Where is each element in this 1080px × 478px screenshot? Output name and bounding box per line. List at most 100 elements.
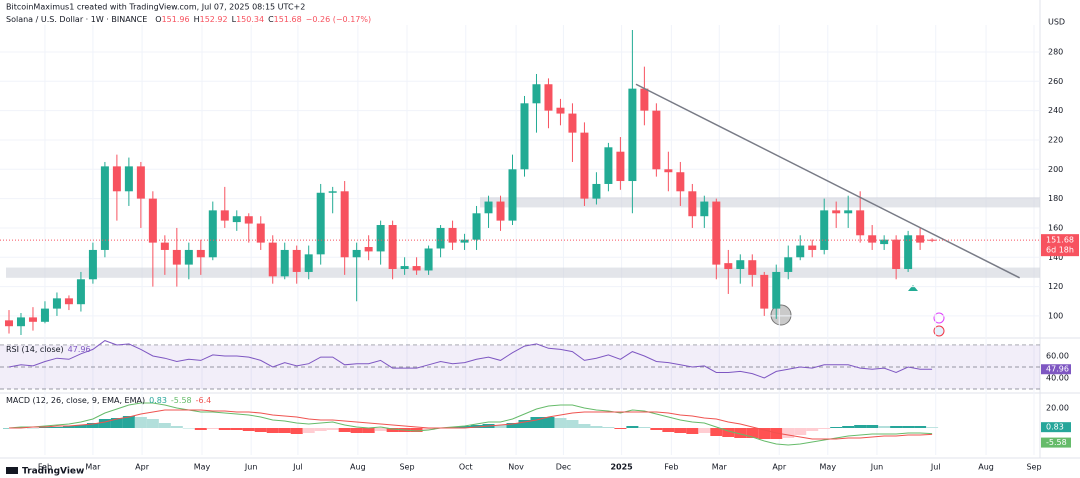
candle-body xyxy=(400,266,409,270)
macd-badge-label: 0.83 xyxy=(1046,423,1064,432)
y-tick-label: 260 xyxy=(1048,77,1063,86)
macd-line-badge-label: -5.58 xyxy=(1046,438,1067,447)
signal-value: -6.4 xyxy=(196,396,212,405)
macd-histogram xyxy=(62,426,75,428)
macd-histogram xyxy=(422,428,435,430)
candle-body xyxy=(352,249,361,258)
candle-body xyxy=(832,210,841,214)
rsi-tick-label: 40.00 xyxy=(1046,374,1069,383)
brand-logo xyxy=(6,467,18,474)
macd-histogram xyxy=(338,428,351,432)
macd-histogram xyxy=(878,426,891,428)
last-price-badge xyxy=(1041,234,1079,257)
candle-body xyxy=(640,88,649,111)
candle-body xyxy=(592,183,601,199)
candle-body xyxy=(412,266,421,271)
candle-body xyxy=(532,84,541,104)
candle-body xyxy=(64,298,73,305)
candle-body xyxy=(292,249,301,272)
change: −0.26 (−0.17%) xyxy=(306,15,371,24)
macd-histogram xyxy=(770,428,783,439)
macd-line-badge xyxy=(1041,437,1071,448)
candle-body xyxy=(676,172,685,192)
macd-histogram xyxy=(494,425,507,428)
candle-body xyxy=(196,249,205,258)
candle-body xyxy=(844,210,853,214)
candle-body xyxy=(736,260,745,270)
macd-histogram xyxy=(386,428,399,432)
candle-body xyxy=(232,216,241,223)
macd-histogram xyxy=(710,428,723,436)
candle-body xyxy=(256,223,265,243)
macd-histogram xyxy=(326,428,339,430)
macd-histogram xyxy=(74,425,87,428)
x-tick-label: Mar xyxy=(85,463,101,472)
macd-histogram xyxy=(902,426,915,428)
symbol-header: Solana / U.S. Dollar · 1W · BINANCE O151.… xyxy=(6,15,371,24)
trendline xyxy=(635,83,1020,279)
macd-histogram xyxy=(194,428,207,430)
ohlc-value: 151.68 xyxy=(274,15,302,24)
candle-body xyxy=(544,84,553,111)
candle-body xyxy=(712,201,721,265)
macd-histogram xyxy=(122,416,135,428)
candle-body xyxy=(460,239,469,243)
candle-body xyxy=(388,225,397,270)
x-tick-label: Mar xyxy=(712,463,728,472)
candle-body xyxy=(340,191,349,258)
candle-body xyxy=(112,166,121,192)
macd-histogram xyxy=(266,428,279,433)
candle-body xyxy=(40,308,49,322)
candle-body xyxy=(148,198,157,243)
candle-body xyxy=(616,151,625,182)
x-tick-label: Aug xyxy=(350,463,366,472)
x-tick-label: May xyxy=(194,463,211,472)
y-tick-label: 180 xyxy=(1048,194,1063,203)
x-tick-label: 2025 xyxy=(610,463,633,472)
macd-histogram xyxy=(290,428,303,434)
macd-histogram xyxy=(614,428,627,429)
rsi-line xyxy=(8,340,933,379)
macd-histogram xyxy=(830,427,843,428)
macd-histogram xyxy=(542,417,555,428)
y-tick-label: 140 xyxy=(1048,253,1063,262)
currency: USD xyxy=(1048,18,1065,27)
zone xyxy=(480,197,1040,208)
macd-name: MACD (12, 26, close, 9, EMA, EMA) xyxy=(6,396,145,405)
x-tick-label: May xyxy=(820,463,837,472)
candle-body xyxy=(376,225,385,252)
macd-histogram xyxy=(362,428,375,433)
x-tick-label: Apr xyxy=(135,463,150,472)
macd-histogram xyxy=(602,427,615,428)
candle-body xyxy=(4,320,13,327)
macd-line xyxy=(8,402,933,446)
macd-histogram xyxy=(662,428,675,432)
zone xyxy=(6,267,1040,278)
candle-body xyxy=(700,201,709,217)
ohlc-label: H xyxy=(194,15,200,24)
event-icon[interactable] xyxy=(933,325,945,337)
macd-histogram xyxy=(722,428,735,437)
macd-histogram xyxy=(554,418,567,428)
macd-histogram xyxy=(926,427,939,428)
candle-body xyxy=(748,260,757,275)
macd-header: MACD (12, 26, close, 9, EMA, EMA) 0.83 -5.… xyxy=(6,396,211,405)
candle-body xyxy=(172,249,181,265)
candle-body xyxy=(484,201,493,214)
macd-histogram xyxy=(686,428,699,434)
macd-histogram xyxy=(170,426,183,428)
macd-histogram xyxy=(626,426,639,428)
y-tick-label: 200 xyxy=(1048,165,1063,174)
macd-histogram xyxy=(782,428,795,438)
y-tick-label: 280 xyxy=(1048,47,1063,56)
candle-body xyxy=(448,227,457,243)
macd-histogram xyxy=(302,428,315,433)
macd-histogram xyxy=(374,428,387,431)
candle-body xyxy=(760,274,769,309)
x-tick-label: Dec xyxy=(556,463,571,472)
macd-histogram xyxy=(134,417,147,428)
candle-body xyxy=(220,210,229,221)
candle-body xyxy=(568,113,577,133)
